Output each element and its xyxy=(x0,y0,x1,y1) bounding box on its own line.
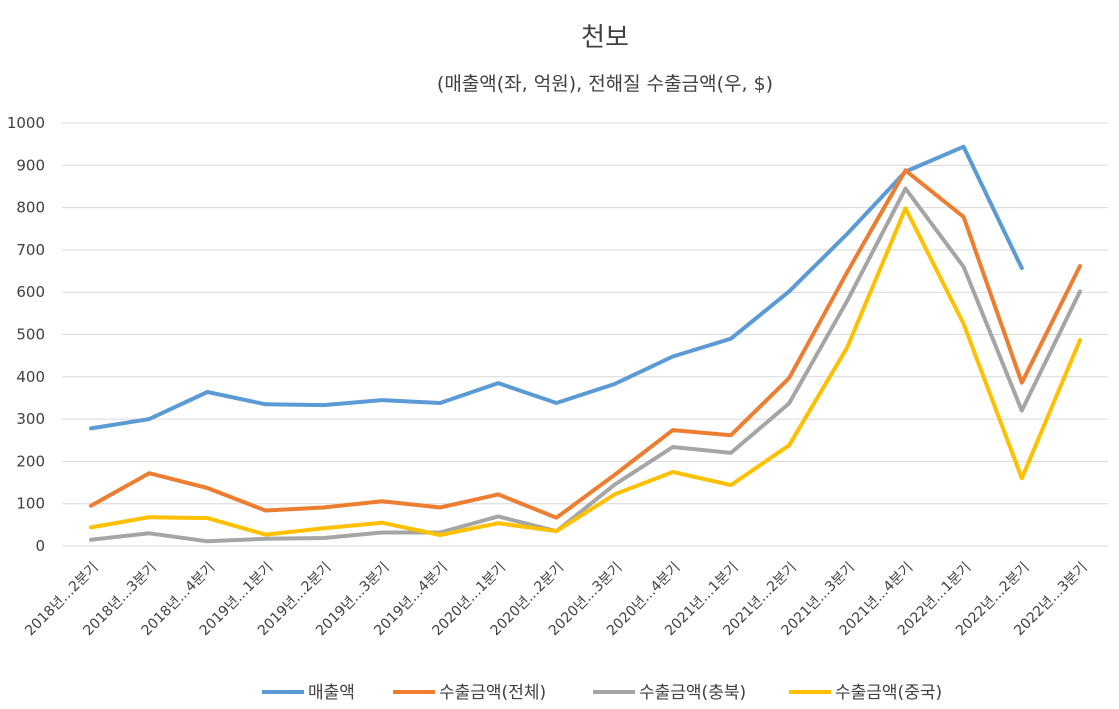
chart-subtitle: (매출액(좌, 억원), 전해질 수출금액(우, $) xyxy=(437,73,773,95)
y-tick-label: 200 xyxy=(16,452,45,470)
legend-label-0: 매출액 xyxy=(308,683,355,703)
y-tick-label: 900 xyxy=(16,156,45,174)
y-tick-label: 800 xyxy=(16,199,45,217)
y-tick-label: 100 xyxy=(16,495,45,513)
y-tick-label: 1000 xyxy=(7,114,45,132)
series-line-3 xyxy=(89,206,1082,537)
legend-label-2: 수출금액(충북) xyxy=(639,683,746,703)
legend-label-1: 수출금액(전체) xyxy=(439,683,546,703)
y-tick-label: 700 xyxy=(16,241,45,259)
series-line-2 xyxy=(89,186,1082,544)
y-tick-label: 600 xyxy=(16,283,45,301)
y-tick-label: 400 xyxy=(16,368,45,386)
legend: 매출액 수출금액(전체) 수출금액(충북) 수출금액(중국) xyxy=(262,683,942,703)
y-tick-label: 0 xyxy=(35,537,45,555)
y-axis-ticks: 0 100 200 300 400 500 600 700 800 900 1000 xyxy=(7,114,45,555)
legend-label-3: 수출금액(중국) xyxy=(835,683,942,703)
series-line-1 xyxy=(89,168,1082,520)
x-axis-ticks: 2018년...2분기2018년...3분기2018년...4분기2019년..… xyxy=(22,560,1091,640)
series-lines xyxy=(89,144,1082,544)
gridlines xyxy=(62,122,1108,547)
chart-title: 천보 xyxy=(581,23,629,53)
y-tick-label: 500 xyxy=(16,326,45,344)
y-tick-label: 300 xyxy=(16,410,45,428)
series-line-0 xyxy=(89,144,1024,431)
